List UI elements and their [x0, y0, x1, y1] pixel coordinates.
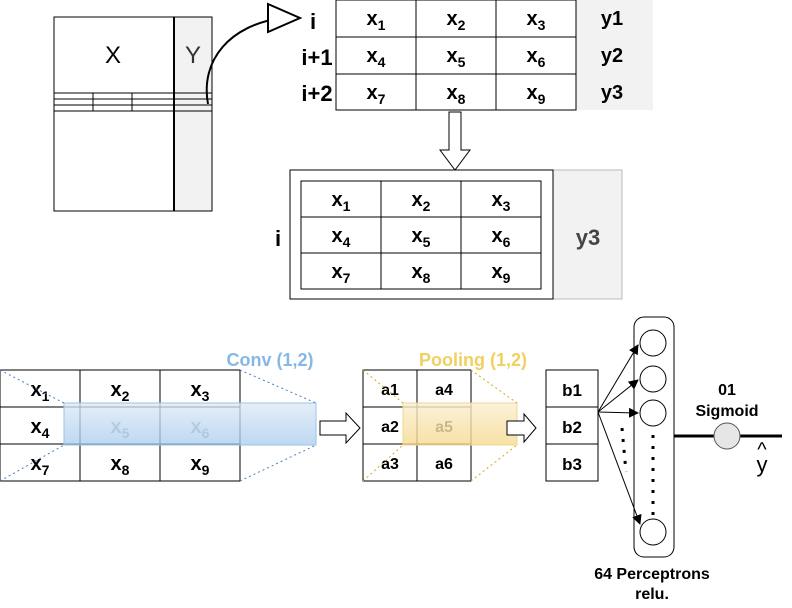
window-target-1: y2	[601, 45, 623, 67]
pool-cell-a4: a4	[435, 382, 453, 399]
x-label: X	[105, 42, 121, 69]
pool-proj-line	[362, 444, 404, 482]
flatten-cell-b3: b3	[562, 455, 582, 474]
pool-cell-a5: a5	[435, 419, 453, 436]
conv-proj-line	[239, 369, 317, 404]
pool-proj-line	[362, 369, 404, 404]
window-row-label-2: i+2	[301, 81, 332, 106]
fanout-arrow	[597, 411, 642, 525]
conv-proj-line	[0, 444, 65, 482]
sample-target-shade	[552, 169, 623, 300]
fanout-arrow	[597, 379, 639, 413]
window-target-0: y1	[601, 8, 623, 30]
pooling-label: Pooling (1,2)	[419, 350, 527, 370]
sample-block	[289, 169, 623, 300]
dense-label-line1: 64 Perceptrons	[594, 566, 710, 583]
curved-arrow	[205, 17, 283, 105]
down-arrow	[439, 111, 471, 171]
pool-cell-a2: a2	[381, 419, 399, 436]
pool-proj-line	[470, 369, 518, 404]
pool-to-flatten-arrow	[506, 412, 537, 444]
output-units: 01	[718, 382, 736, 399]
output-activation: Sigmoid	[695, 403, 758, 420]
pool-cell-a3: a3	[381, 456, 399, 473]
dataset-frame	[53, 16, 213, 212]
dense-label-line2: relu.	[635, 586, 669, 603]
pool-cell-a6: a6	[435, 456, 453, 473]
window-row-label-0: i	[310, 9, 316, 34]
y-label: Y	[185, 42, 201, 69]
curved-arrow-head	[267, 2, 303, 34]
flatten-cell-b1: b1	[562, 381, 582, 400]
y-column-shade	[174, 17, 212, 211]
output-symbol: y	[757, 452, 768, 477]
conv-proj-line	[239, 444, 317, 482]
output-neuron	[713, 422, 741, 450]
flatten-cell-b2: b2	[562, 418, 582, 437]
output-hat: ^	[757, 439, 767, 461]
targets-shade	[576, 0, 653, 110]
pool-cells: a1 a4 a2 a5 a3 a6	[381, 382, 453, 473]
window-table	[335, 0, 653, 111]
pool-proj-line	[470, 444, 518, 482]
window-target-2: y3	[601, 82, 623, 104]
sample-row-label: i	[275, 226, 281, 251]
window-row-label-1: i+1	[301, 45, 332, 70]
perceptron-1	[639, 329, 667, 357]
perceptron-3	[639, 399, 667, 427]
fanout-ellipsis	[620, 427, 628, 473]
perceptron-64	[639, 518, 667, 546]
conv-proj-line	[0, 369, 65, 404]
perceptron-2	[639, 365, 667, 393]
conv-kernel-highlight	[63, 402, 317, 446]
flatten-table	[545, 369, 599, 482]
conv-label: Conv (1,2)	[226, 350, 313, 370]
conv-to-pool-arrow	[319, 411, 361, 445]
sample-target: y3	[576, 225, 600, 250]
pool-cell-a1: a1	[381, 382, 399, 399]
dataset-block: X Y	[53, 16, 213, 212]
fanout-arrow	[597, 344, 639, 413]
pooling-kernel-highlight	[402, 402, 518, 446]
fanout-arrow	[597, 407, 639, 418]
